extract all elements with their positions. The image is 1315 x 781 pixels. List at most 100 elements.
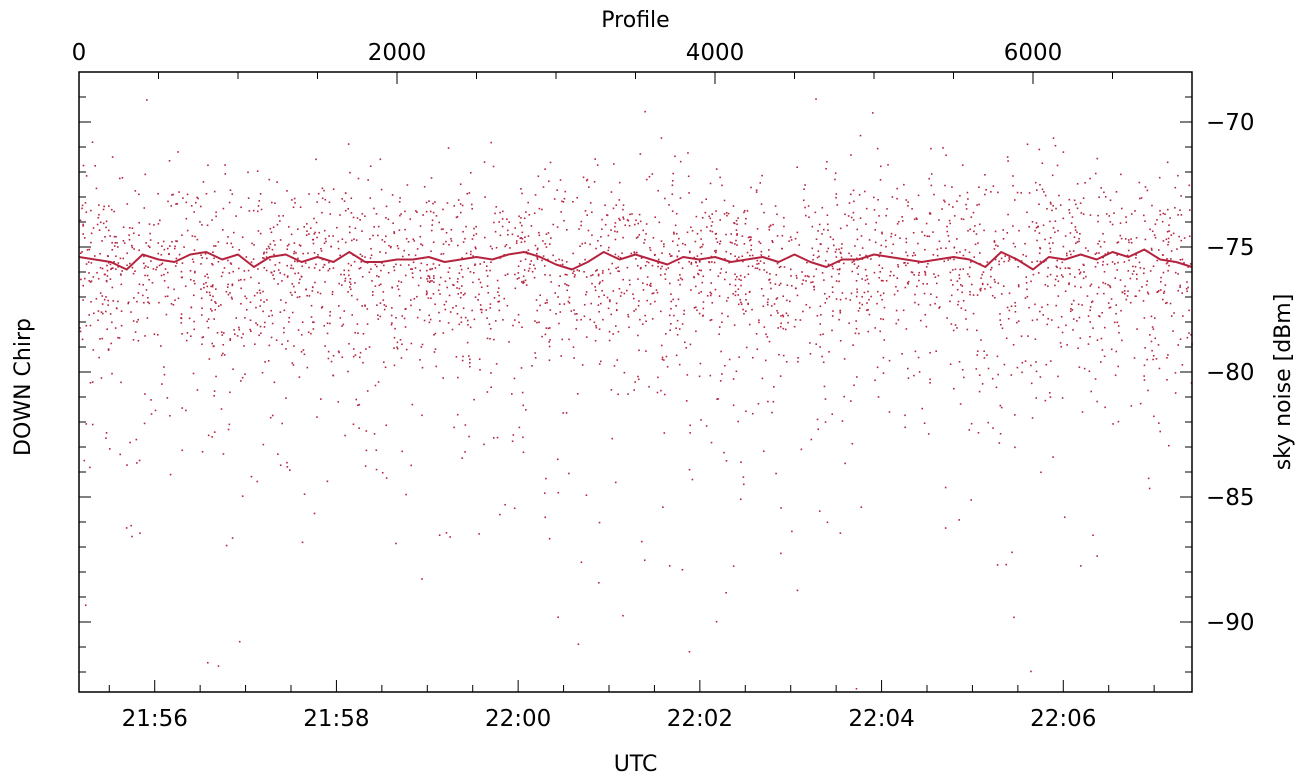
data-point [491, 247, 493, 250]
data-point [619, 257, 622, 259]
data-point [888, 411, 891, 413]
data-point [747, 265, 750, 268]
data-point [618, 287, 621, 290]
data-point [527, 201, 529, 204]
data-point [1096, 157, 1099, 160]
data-point [663, 359, 665, 361]
data-point [930, 293, 932, 295]
data-point [546, 299, 548, 301]
data-point [1078, 316, 1081, 319]
data-point [353, 238, 355, 240]
data-point [1162, 212, 1165, 215]
data-point [178, 253, 181, 256]
data-point [583, 315, 586, 318]
data-point [750, 236, 752, 239]
data-point [751, 412, 754, 415]
data-point [1142, 214, 1145, 217]
data-point [1174, 271, 1177, 274]
data-point [445, 532, 448, 534]
data-point [347, 291, 349, 293]
data-point [984, 193, 986, 196]
data-point [832, 310, 834, 312]
data-point [668, 565, 671, 567]
data-point [168, 160, 171, 162]
data-point [701, 201, 703, 204]
data-point [881, 231, 883, 234]
data-point [816, 418, 819, 421]
data-point [893, 293, 896, 296]
data-point [861, 278, 863, 280]
data-point [668, 204, 670, 206]
data-point [614, 225, 616, 228]
data-point [677, 279, 680, 281]
data-point [583, 303, 586, 306]
data-point [987, 421, 990, 424]
data-point [107, 348, 110, 350]
data-point [547, 327, 550, 330]
data-point [796, 166, 799, 169]
data-point [1127, 239, 1130, 241]
data-point [431, 219, 434, 222]
data-point [222, 343, 225, 346]
data-point [1092, 534, 1094, 537]
data-point [508, 221, 510, 223]
data-point [382, 299, 385, 301]
data-point [1108, 215, 1111, 217]
data-point [132, 272, 135, 275]
data-point [775, 472, 777, 475]
data-point [978, 374, 981, 376]
data-point [157, 242, 160, 244]
data-point [725, 250, 728, 253]
data-point [465, 225, 467, 228]
data-point [1143, 375, 1145, 377]
data-point [1062, 245, 1065, 248]
data-point [688, 650, 691, 653]
data-point [568, 338, 570, 341]
data-point [298, 244, 301, 246]
data-point [293, 285, 295, 288]
data-point [1065, 324, 1067, 327]
data-point [853, 260, 855, 262]
data-point [572, 346, 575, 348]
data-point [995, 386, 998, 389]
data-point [927, 262, 929, 265]
data-point [978, 390, 981, 393]
data-point [419, 359, 421, 361]
data-point [598, 581, 600, 584]
data-point [538, 234, 541, 237]
data-point [554, 292, 557, 294]
data-point [1010, 305, 1013, 308]
data-point [413, 297, 416, 300]
data-point [702, 307, 705, 310]
data-point [637, 334, 639, 337]
data-point [857, 265, 860, 267]
data-point [431, 224, 433, 226]
data-point [762, 294, 765, 297]
data-point [127, 302, 130, 305]
data-point [435, 215, 438, 217]
data-point [938, 307, 940, 309]
data-point [107, 261, 110, 264]
data-point [426, 292, 428, 294]
data-point [446, 202, 449, 204]
data-point [538, 321, 540, 324]
data-point [370, 247, 372, 250]
data-point [541, 208, 543, 211]
data-point [724, 364, 726, 367]
data-point [1126, 295, 1129, 297]
data-point [935, 350, 937, 352]
data-point [429, 268, 432, 271]
data-point [190, 205, 193, 207]
data-point [293, 197, 296, 200]
data-point [622, 218, 625, 220]
data-point [193, 271, 196, 274]
data-point [1041, 306, 1043, 309]
data-point [1143, 379, 1146, 381]
data-point [80, 278, 82, 281]
data-point [536, 321, 538, 324]
data-point [867, 282, 870, 285]
data-point [281, 343, 283, 346]
data-point [670, 300, 673, 303]
data-point [248, 210, 251, 212]
data-point [740, 279, 742, 281]
